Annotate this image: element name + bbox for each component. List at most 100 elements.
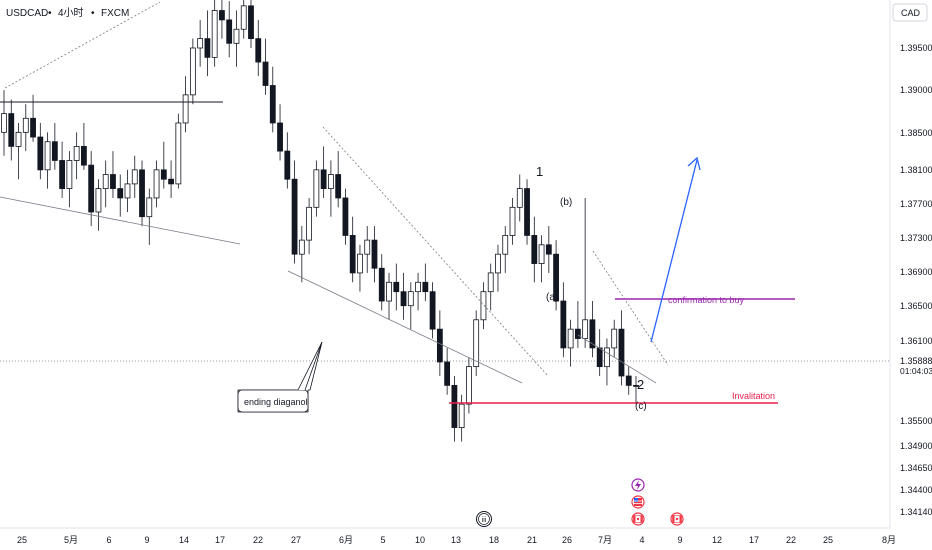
candle	[502, 226, 509, 273]
time-tick-label: 6	[106, 535, 111, 545]
candle	[233, 10, 240, 67]
candle-body	[255, 38, 262, 63]
lightning-event-icon[interactable]	[631, 478, 645, 492]
candle	[73, 132, 80, 180]
candle	[277, 104, 283, 161]
candle-body	[204, 38, 211, 58]
lower-channel-line[interactable]	[0, 196, 241, 245]
candle	[168, 160, 174, 198]
wave-b-label: (b)	[560, 197, 572, 208]
projection-arrow-shaft	[650, 159, 698, 343]
candle	[444, 347, 451, 395]
countdown-value: 01:04:03	[900, 366, 932, 376]
candle-body	[88, 164, 95, 213]
candle	[545, 226, 552, 273]
canada-flag-event-icon[interactable]	[670, 512, 684, 526]
candle	[51, 122, 58, 170]
time-tick-label: 12	[712, 535, 722, 545]
candle-body	[618, 328, 625, 377]
candle-body	[291, 178, 298, 255]
candle	[37, 122, 44, 180]
symbol-header[interactable]: USDCAD • 4小时 • FXCM	[6, 7, 129, 19]
candle-body	[611, 328, 618, 349]
candle	[611, 319, 618, 358]
price-tick-label: 1.39500	[900, 43, 932, 53]
wedge-upper-line[interactable]	[592, 250, 669, 366]
currency-badge[interactable]: CAD	[892, 3, 928, 22]
canada-flag-event-icon[interactable]	[631, 512, 645, 526]
confirmation-drawing[interactable]: confirmation to buy	[615, 295, 795, 305]
invalidation-drawing[interactable]: Invalitation	[449, 391, 778, 404]
drawing-lines	[0, 1, 669, 384]
candle	[15, 122, 22, 180]
candle-body	[284, 150, 291, 180]
wave-labels: 1 2 (a) (b) (c)	[536, 164, 647, 412]
candle	[22, 104, 29, 152]
candle-body	[393, 281, 400, 293]
candle-body	[357, 253, 363, 274]
candle	[327, 160, 334, 217]
candle-body	[269, 85, 276, 124]
wave-2-label: 2	[637, 377, 644, 392]
candle	[59, 141, 66, 198]
candle-body	[182, 94, 189, 124]
candlestick-series	[1, 0, 639, 442]
price-tick-label: 1.38500	[900, 128, 932, 138]
time-tick-label: 17	[749, 535, 759, 545]
candle-body	[102, 174, 109, 189]
projection-arrow[interactable]	[650, 156, 701, 343]
candle-body	[277, 122, 283, 152]
wedge-lower-line[interactable]	[577, 334, 657, 384]
ending-diagonal-callout[interactable]: ending diaganol	[237, 341, 323, 413]
time-tick-label: 10	[415, 535, 425, 545]
candle-body	[226, 19, 233, 44]
time-tick-label: 4	[639, 535, 644, 545]
candle-body	[567, 328, 574, 349]
time-tick-label: 27	[291, 535, 301, 545]
price-tick-label: 1.36100	[900, 336, 932, 346]
current-price-value: 1.35888	[900, 356, 932, 366]
candle-body	[153, 169, 160, 199]
candle-body	[81, 146, 87, 166]
upper-channel-line[interactable]	[4, 1, 161, 89]
event-icons[interactable]	[631, 478, 684, 526]
candle	[226, 1, 233, 58]
candle-body	[633, 384, 639, 387]
candle-body	[313, 169, 320, 208]
us-flag-event-icon[interactable]	[631, 495, 645, 509]
diagonal-lower-line[interactable]	[287, 270, 523, 384]
candle	[66, 151, 73, 208]
candle-body	[451, 384, 458, 428]
candle	[1, 90, 7, 156]
plot-area[interactable]	[0, 0, 890, 528]
candle	[560, 282, 567, 358]
candle-body	[407, 291, 414, 307]
candle-body	[124, 183, 131, 199]
candle	[371, 226, 378, 283]
callout-pointer	[297, 341, 323, 391]
candle	[298, 226, 305, 283]
wave-iii-circle-inner	[478, 513, 490, 525]
candle-body	[473, 319, 480, 368]
candle-body	[509, 206, 516, 236]
time-tick-label: 22	[253, 535, 263, 545]
candle	[386, 272, 392, 320]
candle-body	[168, 178, 174, 185]
candle	[262, 38, 269, 95]
time-tick-label: 14	[179, 535, 189, 545]
candle	[88, 151, 95, 227]
price-axis[interactable]: 1.39500 1.39000 1.38500 1.38100 1.37700 1.373…	[900, 43, 932, 517]
candle	[589, 301, 596, 358]
candle-body	[596, 347, 603, 368]
candle	[160, 141, 167, 189]
candle	[553, 240, 559, 311]
candle	[625, 366, 632, 395]
candle	[538, 235, 545, 283]
candle	[81, 122, 87, 170]
wave-iii-marker[interactable]: iii	[476, 511, 492, 527]
candle	[204, 10, 211, 77]
time-tick-label: 7月	[598, 535, 612, 545]
candle-body	[458, 403, 465, 428]
time-axis[interactable]: 25 5月 6 9 14 17 22 27 6月 5 10 13 18 21 26 7月 4 9 12 17 22 25 8…	[17, 535, 896, 545]
